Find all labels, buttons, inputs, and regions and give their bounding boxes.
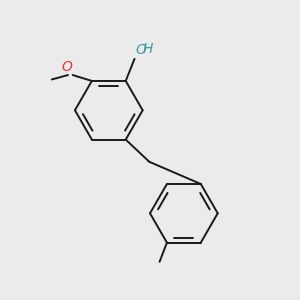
Text: O: O — [135, 44, 146, 57]
Text: O: O — [61, 60, 72, 74]
Text: H: H — [143, 43, 153, 56]
